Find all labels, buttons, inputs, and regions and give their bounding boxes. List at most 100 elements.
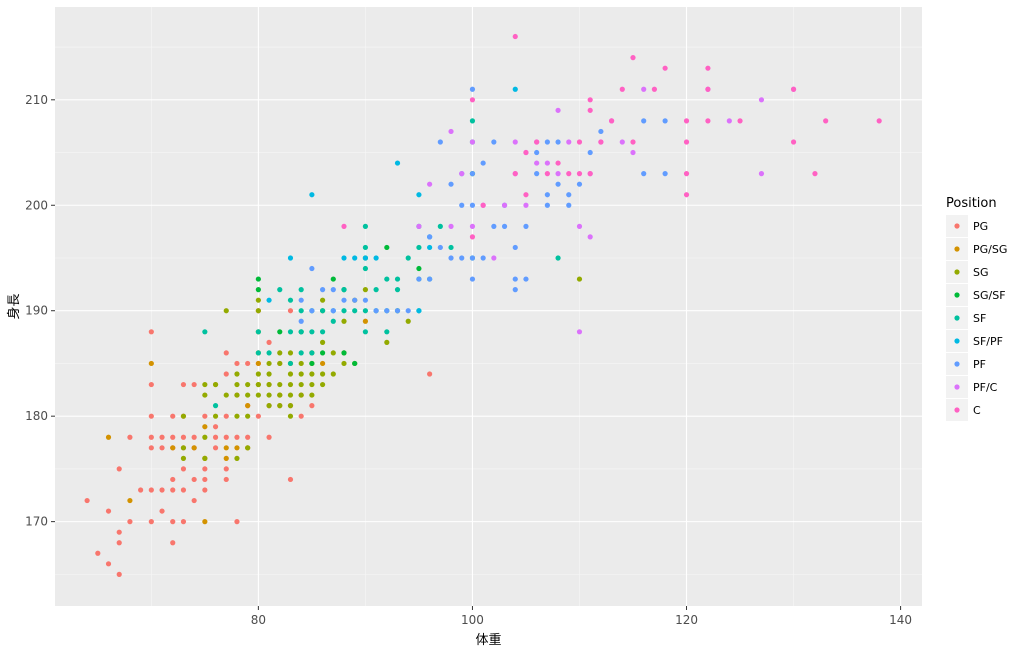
data-point (245, 434, 251, 440)
legend-item: SF (946, 307, 986, 329)
data-point (330, 308, 336, 314)
data-point (105, 508, 112, 514)
data-point (170, 476, 176, 483)
data-point (298, 350, 304, 356)
data-point (416, 265, 422, 272)
data-point (223, 392, 229, 398)
data-point (191, 434, 197, 440)
data-point (587, 107, 593, 113)
data-point (448, 255, 454, 261)
data-point (362, 318, 369, 324)
data-point (448, 128, 454, 135)
data-point (491, 223, 497, 229)
legend-label: C (973, 404, 981, 417)
data-point (448, 223, 454, 229)
data-point (266, 403, 272, 409)
legend-swatch (954, 384, 960, 390)
data-point (469, 255, 476, 261)
data-point (523, 192, 529, 198)
data-point (298, 381, 304, 388)
data-point (309, 360, 315, 367)
data-point (330, 287, 336, 293)
data-point (790, 86, 797, 92)
legend-swatch (954, 292, 960, 298)
data-point (319, 350, 326, 356)
data-point (298, 371, 304, 377)
data-point (341, 350, 347, 356)
data-point (469, 202, 476, 208)
data-point (255, 276, 261, 282)
data-point (95, 550, 101, 556)
data-point (148, 413, 154, 419)
legend-item: PF (946, 353, 986, 375)
data-point (534, 139, 540, 145)
data-point (683, 192, 690, 198)
data-point (202, 519, 208, 525)
data-point (352, 360, 358, 367)
data-point (223, 434, 229, 440)
data-point (459, 255, 465, 261)
data-point (705, 86, 711, 92)
data-point (266, 339, 272, 345)
data-point (287, 413, 294, 419)
data-point (662, 65, 668, 71)
data-point (587, 149, 593, 156)
data-point (641, 86, 647, 92)
data-point (469, 86, 476, 92)
data-point (598, 128, 604, 135)
data-point (255, 371, 261, 377)
data-point (223, 466, 229, 472)
data-point (555, 255, 561, 261)
data-point (266, 381, 272, 388)
data-point (501, 202, 508, 208)
data-point (148, 519, 154, 525)
data-point (405, 308, 411, 314)
data-point (384, 308, 390, 314)
data-point (319, 339, 326, 345)
data-point (298, 329, 304, 335)
data-point (523, 223, 529, 229)
data-point (298, 297, 304, 303)
data-point (512, 276, 518, 282)
data-point (823, 118, 829, 124)
data-point (298, 392, 304, 398)
data-point (159, 445, 165, 451)
data-point (566, 192, 572, 198)
data-point (148, 445, 154, 451)
data-point (341, 318, 347, 324)
data-point (266, 350, 272, 356)
data-point (469, 276, 476, 282)
legend-label: SG (973, 266, 989, 279)
data-point (245, 403, 251, 409)
data-point (416, 223, 422, 229)
data-point (116, 466, 122, 472)
data-point (330, 350, 336, 356)
data-point (469, 118, 476, 124)
data-point (405, 318, 411, 324)
data-point (191, 476, 197, 483)
data-point (683, 118, 690, 124)
data-point (266, 434, 272, 440)
data-point (170, 540, 176, 546)
data-point (202, 392, 208, 398)
data-point (587, 171, 593, 177)
data-point (277, 392, 283, 398)
data-point (427, 181, 433, 187)
data-point (469, 97, 476, 103)
data-point (705, 65, 711, 71)
legend-swatch (954, 315, 960, 321)
legend-item: C (946, 399, 981, 421)
y-tick-label: 170 (25, 515, 48, 529)
data-point (576, 223, 583, 229)
data-point (309, 192, 315, 198)
legend-item: SF/PF (946, 330, 1003, 352)
data-point (427, 234, 433, 240)
data-point (491, 139, 497, 145)
data-point (191, 445, 197, 451)
data-point (234, 519, 240, 525)
legend-label: PF/C (973, 381, 998, 394)
data-point (544, 171, 550, 177)
data-point (544, 192, 550, 198)
plot-panel (55, 7, 922, 606)
data-point (341, 297, 347, 303)
